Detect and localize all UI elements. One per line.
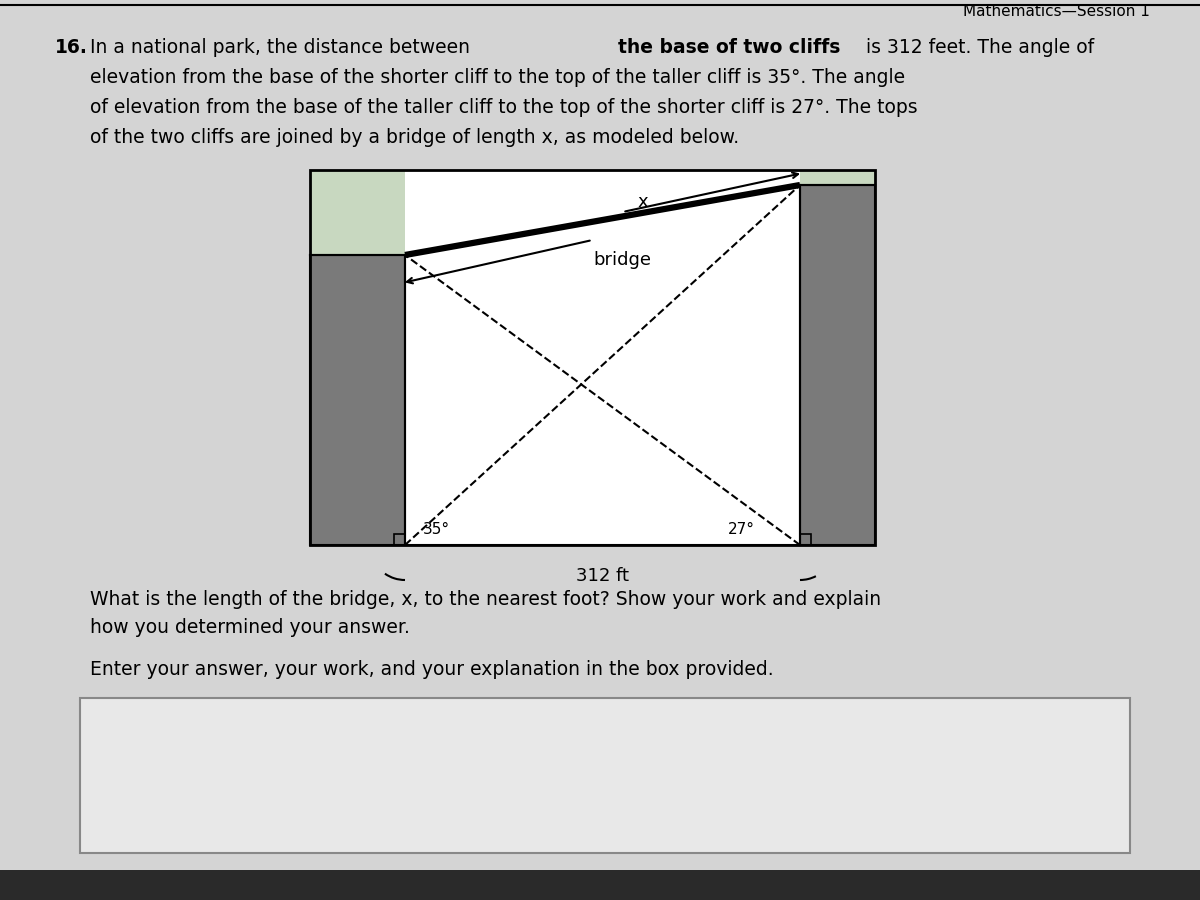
Text: 16.: 16.	[55, 38, 88, 57]
Text: Enter your answer, your work, and your explanation in the box provided.: Enter your answer, your work, and your e…	[90, 660, 774, 679]
Bar	[310, 255, 406, 545]
Text: 27°: 27°	[728, 523, 755, 537]
Bar	[406, 170, 800, 545]
Bar	[394, 534, 406, 545]
Text: 312 ft: 312 ft	[576, 567, 629, 585]
Text: 35°: 35°	[424, 523, 450, 537]
Bar	[310, 170, 875, 545]
Bar	[80, 698, 1130, 853]
Bar	[800, 185, 875, 545]
Text: bridge: bridge	[594, 251, 652, 269]
Text: of the two cliffs are joined by a bridge of length x, as modeled below.: of the two cliffs are joined by a bridge…	[90, 128, 739, 147]
Text: how you determined your answer.: how you determined your answer.	[90, 618, 410, 637]
Text: the base of two cliffs: the base of two cliffs	[618, 38, 840, 57]
Text: of elevation from the base of the taller cliff to the top of the shorter cliff i: of elevation from the base of the taller…	[90, 98, 918, 117]
Bar	[310, 170, 875, 545]
Bar	[800, 534, 811, 545]
Text: In a national park, the distance between: In a national park, the distance between	[90, 38, 476, 57]
Text: Mathematics—Session 1: Mathematics—Session 1	[964, 4, 1150, 19]
Text: What is the length of the bridge, x, to the nearest foot? Show your work and exp: What is the length of the bridge, x, to …	[90, 590, 881, 609]
Bar	[0, 870, 1200, 900]
Text: elevation from the base of the shorter cliff to the top of the taller cliff is 3: elevation from the base of the shorter c…	[90, 68, 905, 87]
Text: x: x	[637, 193, 648, 211]
Text: is 312 feet. The angle of: is 312 feet. The angle of	[860, 38, 1094, 57]
